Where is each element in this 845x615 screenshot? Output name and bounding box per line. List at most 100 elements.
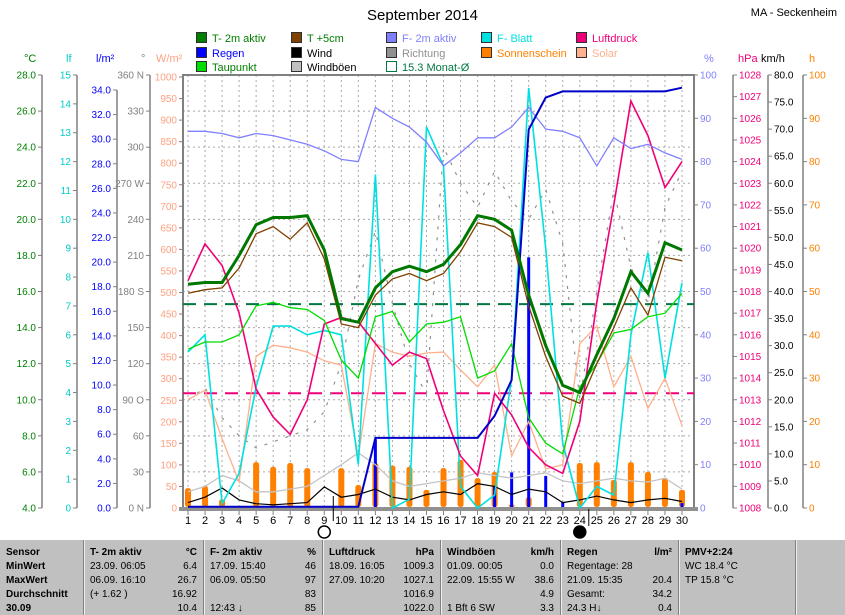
axis-tick-label: 1026 xyxy=(739,114,762,125)
axis-tick-label: 5 xyxy=(65,359,71,370)
bar-sonnenschein xyxy=(338,468,345,507)
day-label: 11 xyxy=(353,515,364,527)
legend-label: F- Blatt xyxy=(497,33,533,45)
table-cell: 23.09. 06:05 xyxy=(90,561,146,572)
axis-tick-label: 1008 xyxy=(739,504,762,515)
table-cell: 30.09 xyxy=(6,603,32,614)
series-richtung xyxy=(187,144,683,449)
table-cell: MaxWert xyxy=(6,575,48,586)
table-row: F- 2m aktiv% xyxy=(204,546,322,560)
axis-tick-label: 14 xyxy=(60,99,72,110)
axis-tick-label: 330 xyxy=(127,107,144,118)
bar-sonnenschein xyxy=(440,468,447,507)
table-row: PMV+2:24 xyxy=(679,546,795,560)
day-label: 25 xyxy=(591,515,603,527)
axis-tick-label: 22.0 xyxy=(17,179,37,190)
axis-tick-label: 90 xyxy=(809,114,821,125)
axis-tick-label: 14.0 xyxy=(17,323,37,334)
axis-tick-label: 4.0 xyxy=(22,504,36,515)
axis-unit-tempC: °C xyxy=(24,53,36,65)
bar-regen xyxy=(680,503,684,507)
axis-tick-label: 1012 xyxy=(739,417,762,428)
axis-tick-label: 250 xyxy=(160,396,177,407)
table-row: 1016.9 xyxy=(323,588,440,602)
day-label: 2 xyxy=(202,515,208,527)
axis-tick-label: 1021 xyxy=(739,222,762,233)
axis-unit-wm2: W/m² xyxy=(156,53,183,65)
day-label: 28 xyxy=(642,515,654,527)
axis-tick-label: 30.0 xyxy=(774,341,794,352)
axis-tick-label: 15.0 xyxy=(774,422,794,433)
axis-tick-label: 34.0 xyxy=(92,86,112,97)
axis-tick-label: 30 xyxy=(700,374,712,385)
table-row: 01.09. 00:05 0.0 xyxy=(441,560,560,574)
axis-tick-label: 0 xyxy=(700,504,706,515)
legend-item: F- 2m aktiv xyxy=(386,32,457,45)
axis-tick-label: 1015 xyxy=(739,352,762,363)
axis-tick-label: 1020 xyxy=(739,244,762,255)
axis-tick-label: 18.0 xyxy=(17,251,37,262)
day-label: 30 xyxy=(676,515,688,527)
axis-tick-label: 150 xyxy=(127,323,144,334)
table-row xyxy=(679,602,795,615)
axis-tick-label: 18.0 xyxy=(92,282,112,293)
axis-tick-label: 1 xyxy=(65,475,71,486)
legend-swatch-icon xyxy=(291,32,302,43)
table-cell-value: 10.4 xyxy=(177,603,197,614)
axis-tick-label: 80.0 xyxy=(774,71,794,82)
axis-tick-label: 1028 xyxy=(739,71,762,82)
table-cell: Windböen xyxy=(447,547,496,558)
axis-tick-label: 32.0 xyxy=(92,110,112,121)
day-label: 8 xyxy=(304,515,310,527)
axis-tick-label: 40.0 xyxy=(774,287,794,298)
table-column: PMV+2:24 WC 18.4 °C TP 15.8 °C xyxy=(678,540,795,615)
day-label: 1 xyxy=(185,515,191,527)
legend-label: Windböen xyxy=(307,62,357,74)
table-row: Gesamt: 34.2 xyxy=(561,588,678,602)
axis-tick-label: 50.0 xyxy=(774,233,794,244)
legend-label: Sonnenschein xyxy=(497,47,567,60)
legend-swatch-icon xyxy=(196,32,207,43)
axis-tick-label: 80 xyxy=(809,157,821,168)
table-cell-value: 34.2 xyxy=(652,589,672,600)
table-row: 06.09. 16:10 26.7 xyxy=(84,574,203,588)
table-cell: 12:43 ↓ xyxy=(210,603,243,614)
day-label: 17 xyxy=(454,515,466,527)
axis-tick-label: 900 xyxy=(160,116,177,127)
table-row: 06.09. 05:50 97 xyxy=(204,574,322,588)
legend-label: F- 2m aktiv xyxy=(402,33,457,45)
bar-sonnenschein xyxy=(576,462,583,507)
axis-tick-label: 70 xyxy=(700,200,712,211)
legend-item: 15.3 Monat-Ø xyxy=(386,61,469,74)
table-cell: Luftdruck xyxy=(329,547,376,558)
axis-tick-label: 25.0 xyxy=(774,368,794,379)
series-taupunkt xyxy=(187,292,683,455)
axis-tick-label: 0 N xyxy=(128,504,144,515)
full-moon-icon xyxy=(317,525,332,539)
table-row: Regen l/m² xyxy=(561,546,678,560)
axis-tick-label: 10.0 xyxy=(17,395,37,406)
legend-item: Luftdruck xyxy=(576,32,637,45)
table-cell: TP 15.8 °C xyxy=(685,575,734,586)
legend-swatch-icon xyxy=(386,61,397,72)
axis-tick-label: 6.0 xyxy=(22,467,36,478)
axis-tick-label: 45.0 xyxy=(774,260,794,271)
axis-tick-label: 50 xyxy=(166,482,178,493)
axis-tick-label: 6 xyxy=(65,330,71,341)
axis-tick-label: 1014 xyxy=(739,374,762,385)
table-cell: Gesamt: xyxy=(567,589,605,600)
axis-tick-label: 65.0 xyxy=(774,152,794,163)
legend-swatch-icon xyxy=(576,32,587,43)
axis-tick-label: 9 xyxy=(65,244,71,255)
axis-tick-label: 80 xyxy=(700,157,712,168)
table-cell-value: 46 xyxy=(304,561,316,572)
legend-label: T +5cm xyxy=(307,33,344,45)
bar-regen xyxy=(527,257,531,507)
table-cell-value: 1022.0 xyxy=(403,603,434,614)
table-cell: 22.09. 15:55 W xyxy=(447,575,515,586)
axis-tick-label: 600 xyxy=(160,245,177,256)
table-row: 22.09. 15:55 W 38.6 xyxy=(441,574,560,588)
axis-tick-label: 11 xyxy=(61,186,72,197)
axis-tick-label: 30 xyxy=(133,467,145,478)
table-cell-value: 85 xyxy=(304,603,316,614)
